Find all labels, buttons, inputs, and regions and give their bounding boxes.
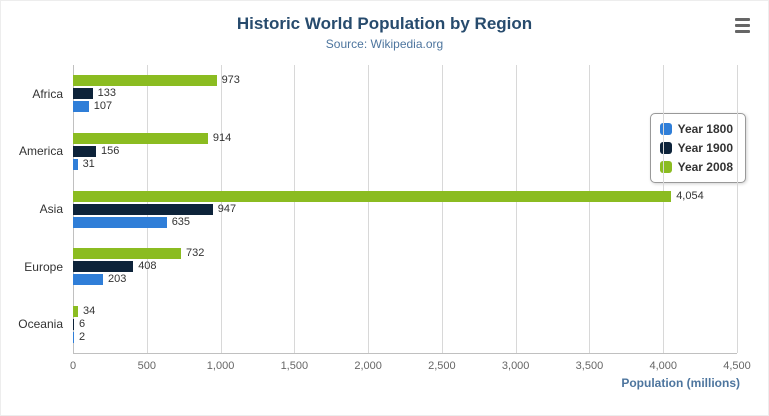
chart-subtitle: Source: Wikipedia.org [325, 37, 444, 51]
bar-value-label: 203 [107, 273, 127, 286]
x-tick-label: 1,000 [206, 360, 235, 372]
legend-label: Year 1800 [677, 122, 733, 136]
gridline [663, 65, 665, 353]
chart-title: Historic World Population by Region [236, 14, 533, 33]
bar-value-label: 635 [171, 215, 191, 228]
bar[interactable] [73, 274, 103, 286]
bar[interactable] [73, 145, 97, 157]
legend-swatch [659, 142, 672, 154]
bar[interactable] [73, 158, 78, 170]
bar[interactable] [73, 331, 74, 343]
legend-swatch [659, 161, 672, 173]
bar-value-label: 6 [79, 317, 86, 330]
bar-value-label: 408 [138, 260, 157, 273]
gridline [737, 65, 738, 353]
x-tick-label: 0 [69, 360, 77, 372]
x-tick-label: 4,000 [649, 360, 677, 372]
x-tick-label: 500 [137, 360, 156, 372]
x-tick-label: 1,500 [280, 360, 309, 372]
legend-item[interactable]: Year 1900 [659, 141, 733, 155]
bar-value-label: 31 [82, 157, 95, 170]
gridline [294, 65, 296, 353]
category-label: Asia [39, 202, 63, 216]
gridline [220, 65, 222, 353]
legend-item[interactable]: Year 1800 [659, 122, 733, 136]
bar[interactable] [73, 216, 167, 228]
x-axis-line [73, 353, 737, 354]
bar[interactable] [73, 203, 213, 215]
category-label: America [18, 144, 63, 159]
bar-value-label: 2 [79, 330, 86, 343]
bar[interactable] [73, 318, 74, 330]
category-label: Europe [24, 259, 63, 274]
bar-value-label: 732 [186, 247, 205, 260]
bar-value-label: 914 [212, 131, 232, 144]
bar[interactable] [73, 88, 93, 100]
x-tick-label: 2,500 [428, 360, 456, 372]
x-tick-label: 4,500 [723, 360, 751, 372]
bar[interactable] [73, 190, 672, 202]
bar[interactable] [73, 261, 134, 273]
bar[interactable] [73, 101, 89, 113]
bar-value-label: 133 [97, 87, 116, 100]
bar[interactable] [73, 132, 208, 144]
category-label: Oceania [18, 317, 63, 332]
gridline [515, 65, 517, 353]
bar-value-label: 156 [101, 144, 120, 157]
bar[interactable] [73, 75, 217, 87]
gridline [589, 65, 591, 353]
legend: Year 1800 Year 1900 Year 2008 [649, 113, 746, 183]
x-axis-title: Population (millions) [621, 376, 740, 390]
x-tick-label: 3,000 [501, 360, 530, 372]
legend-label: Year 2008 [677, 160, 733, 174]
bar-value-label: 973 [221, 74, 240, 87]
bar-value-label: 4,054 [676, 189, 704, 202]
bar-value-label: 107 [93, 100, 113, 113]
bar[interactable] [73, 305, 79, 317]
bar-value-label: 947 [217, 202, 237, 215]
legend-swatch [659, 123, 672, 135]
category-label: Africa [32, 86, 63, 101]
legend-label: Year 1900 [677, 141, 733, 155]
bar-value-label: 34 [83, 304, 96, 317]
x-tick-label: 2,000 [354, 360, 382, 372]
bar[interactable] [73, 248, 181, 260]
hamburger-menu-icon[interactable] [730, 15, 754, 35]
gridline [441, 65, 443, 353]
legend-item[interactable]: Year 2008 [659, 160, 733, 174]
gridline [368, 65, 370, 353]
x-tick-label: 3,500 [575, 360, 604, 372]
